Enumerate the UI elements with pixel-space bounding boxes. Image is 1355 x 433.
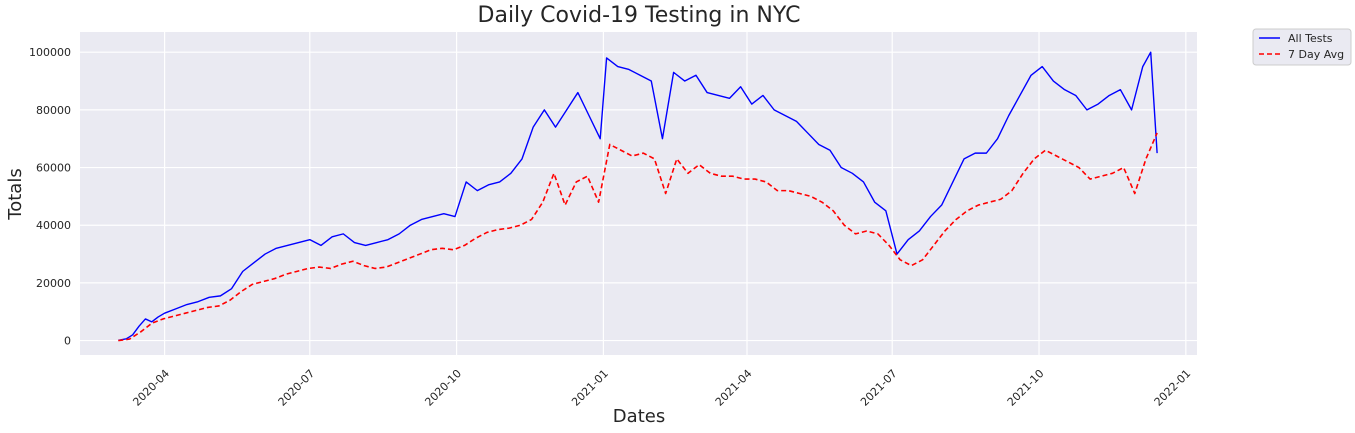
plot-background [80,32,1197,355]
x-tick-label: 2020-10 [422,367,464,409]
x-tick-label: 2021-01 [569,367,611,409]
y-tick-label: 100000 [29,46,71,59]
legend-label-7-day-avg: 7 Day Avg [1288,48,1344,61]
y-tick-labels: 0 20000 40000 60000 80000 100000 [29,46,71,347]
x-tick-label: 2020-04 [130,367,172,409]
chart-title: Daily Covid-19 Testing in NYC [478,3,801,28]
x-tick-label: 2020-07 [276,367,318,409]
series-lines [118,51,1158,342]
y-axis-label: Totals [5,168,26,220]
series-line-7-day-avg [118,132,1158,342]
legend-label-all-tests: All Tests [1288,32,1333,45]
grid [80,32,1197,355]
y-tick-label: 60000 [36,162,71,175]
y-tick-label: 80000 [36,104,71,117]
series-line-all-tests [118,51,1158,341]
x-tick-label: 2021-10 [1005,367,1047,409]
y-tick-label: 40000 [36,219,71,232]
x-tick-label: 2021-07 [858,367,900,409]
x-tick-label: 2021-04 [713,367,755,409]
x-tick-labels: 2020-04 2020-07 2020-10 2021-01 2021-04 2021-… [130,367,1193,409]
legend: All Tests 7 Day Avg [1252,28,1352,66]
y-tick-label: 0 [64,335,71,348]
x-axis-label: Dates [613,406,665,427]
y-tick-label: 20000 [36,277,71,290]
x-tick-label: 2022-01 [1152,367,1194,409]
